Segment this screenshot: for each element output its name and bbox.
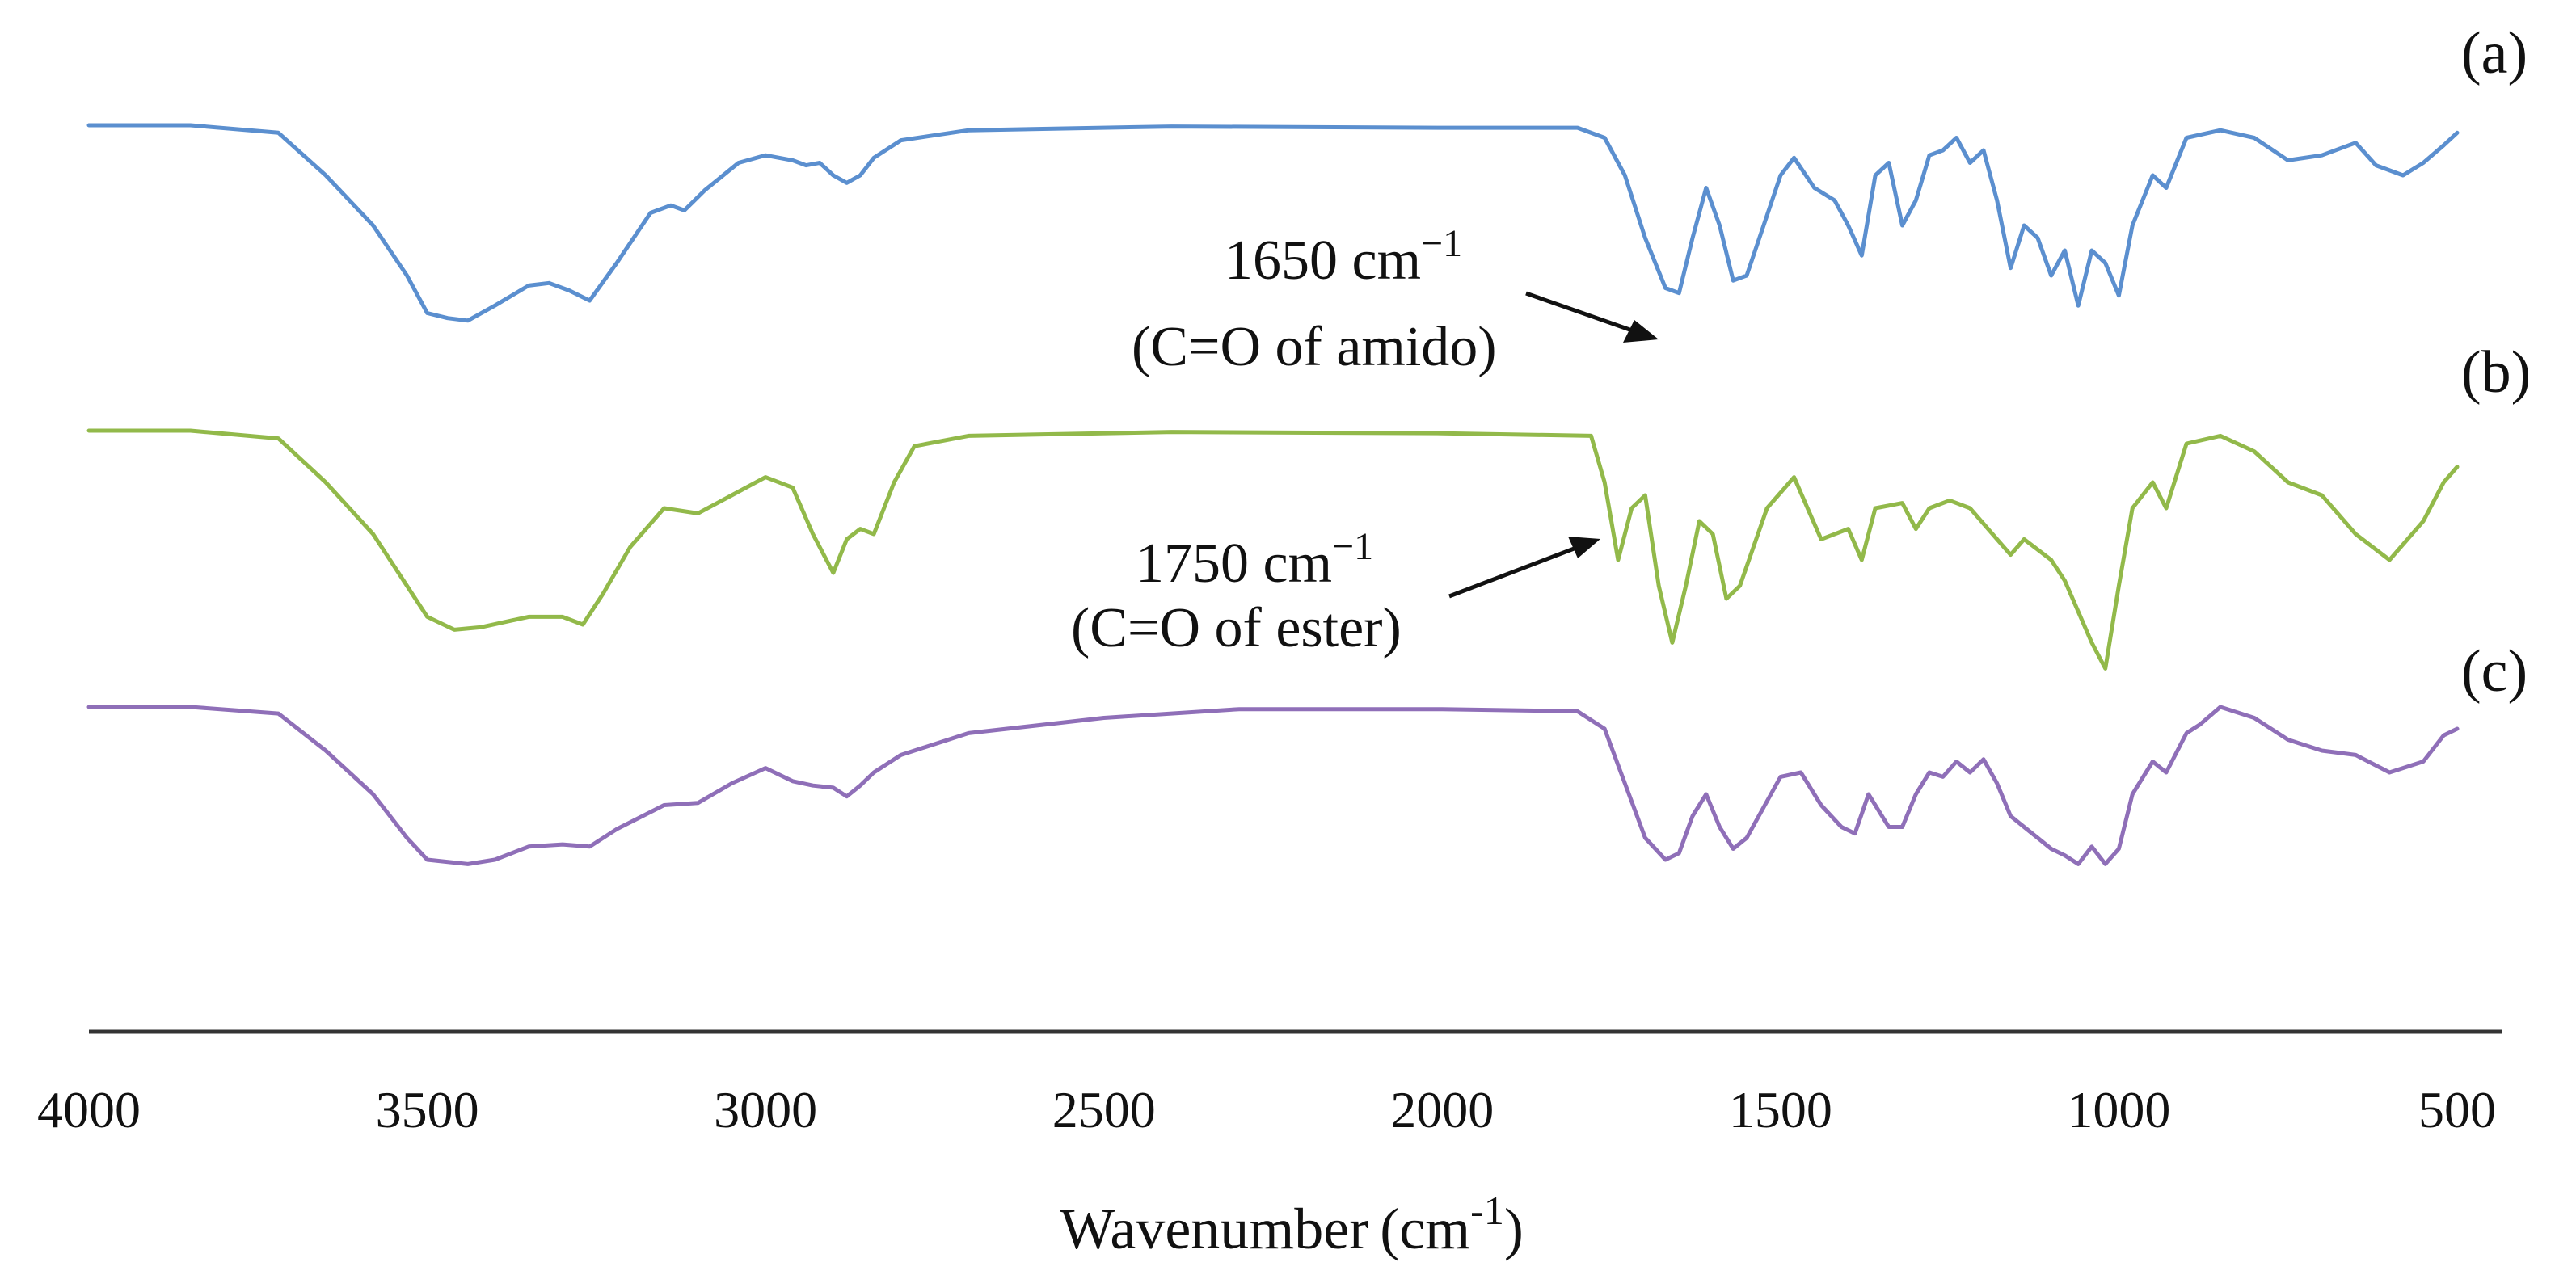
annotation-amido-exponent: −1 <box>1421 222 1462 265</box>
x-tick-label-3500: 3500 <box>376 1081 479 1138</box>
spectra-group <box>86 123 2460 866</box>
panel-label-b: (b) <box>2461 339 2531 406</box>
spectrum-line-a <box>86 123 2460 323</box>
x-axis-title-unit: (cm <box>1380 1197 1470 1261</box>
annotation-ester-arrow <box>1448 545 1577 599</box>
x-axis-title-unit-close: ) <box>1504 1197 1524 1261</box>
panel-label-c: (c) <box>2461 638 2528 705</box>
x-tick-label-500: 500 <box>2418 1081 2496 1138</box>
x-tick-label-1000: 1000 <box>2067 1081 2170 1138</box>
annotation-ester-line1: 1750 cm−1 <box>1136 525 1373 595</box>
spectrum-line-c <box>86 705 2460 866</box>
annotation-ester-value: 1750 cm <box>1136 532 1332 595</box>
annotation-ester-line2: (C=O of ester) <box>1071 597 1402 659</box>
x-axis-title-text: Wavenumber <box>1060 1197 1368 1261</box>
x-tick-label-2500: 2500 <box>1052 1081 1156 1138</box>
annotation-amido-line2: (C=O of amido) <box>1132 316 1497 378</box>
x-axis-title: Wavenumber (cm-1) <box>1060 1188 1524 1261</box>
annotation-amido-arrow <box>1525 291 1635 334</box>
annotation-ester-exponent: −1 <box>1332 525 1373 568</box>
annotation-amido-value: 1650 cm <box>1225 229 1421 292</box>
annotation-amido-arrowhead <box>1623 320 1659 343</box>
x-tick-label-2000: 2000 <box>1390 1081 1494 1138</box>
annotation-amido: 1650 cm−1 (C=O of amido) <box>1132 222 1659 378</box>
x-tick-label-1500: 1500 <box>1729 1081 1832 1138</box>
annotation-ester-arrowhead <box>1568 537 1600 558</box>
x-tick-label-3000: 3000 <box>714 1081 817 1138</box>
annotation-ester: 1750 cm−1 (C=O of ester) <box>1071 525 1600 659</box>
annotation-amido-line1: 1650 cm−1 <box>1225 222 1462 292</box>
x-axis-title-unit-exponent: -1 <box>1470 1188 1504 1233</box>
x-tick-labels: 4000 3500 3000 2500 2000 1500 1000 500 <box>37 1081 2496 1138</box>
panel-label-a: (a) <box>2461 20 2528 86</box>
x-tick-label-4000: 4000 <box>37 1081 141 1138</box>
spectrum-line-b <box>86 428 2460 671</box>
